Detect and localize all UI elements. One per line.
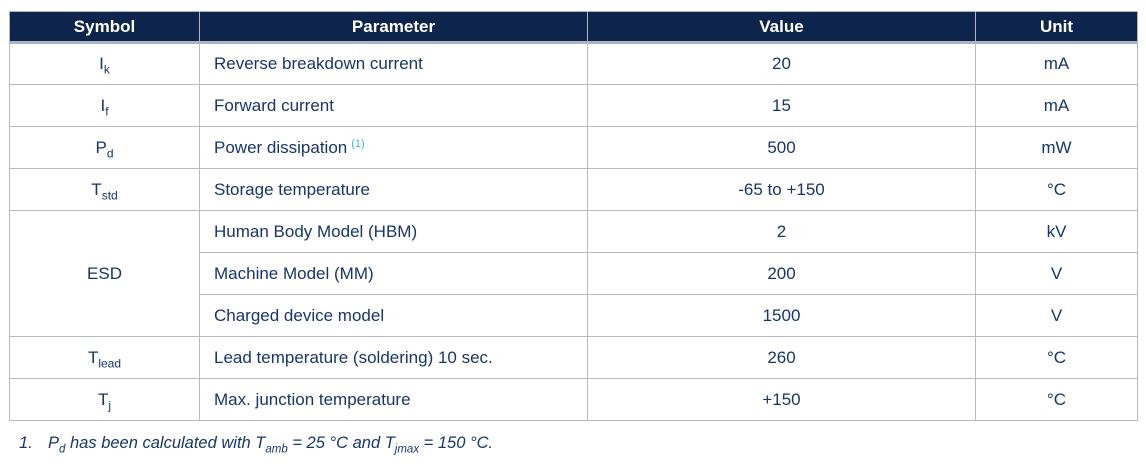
col-header-unit: Unit xyxy=(975,11,1138,44)
footnote: 1. Pd has been calculated with Tamb = 25… xyxy=(19,434,1137,456)
parameter-cell: Storage temperature xyxy=(199,168,588,211)
col-header-symbol: Symbol xyxy=(9,11,200,44)
parameter-cell: Charged device model xyxy=(199,294,588,337)
unit-cell: °C xyxy=(975,378,1138,421)
symbol-base: I xyxy=(100,95,106,115)
symbol-subscript: j xyxy=(108,397,112,412)
unit-cell: V xyxy=(975,294,1138,337)
parameter-cell: Human Body Model (HBM) xyxy=(199,210,588,253)
symbol-subscript: f xyxy=(105,103,109,118)
unit-cell: V xyxy=(975,252,1138,295)
symbol-subscript: k xyxy=(103,62,110,77)
unit-cell: mA xyxy=(975,42,1138,85)
symbol-cell: Pd xyxy=(9,126,200,169)
footnote-segment: = 25 °C and T xyxy=(287,434,395,452)
footnote-segment: has been calculated with T xyxy=(65,434,266,452)
unit-cell: °C xyxy=(975,168,1138,211)
symbol-cell: Tlead xyxy=(9,336,200,379)
symbol-base: T xyxy=(87,347,99,367)
parameter-cell: Max. junction temperature xyxy=(199,378,588,421)
footnote-segment: = 150 °C. xyxy=(419,434,494,452)
table-row: Tlead Lead temperature (soldering) 10 se… xyxy=(9,336,1138,379)
parameter-cell: Power dissipation (1) xyxy=(199,126,588,169)
col-header-value: Value xyxy=(587,11,976,44)
footnote-subscript: amb xyxy=(265,443,288,456)
parameter-cell: Machine Model (MM) xyxy=(199,252,588,295)
footnote-text: Pd has been calculated with Tamb = 25 °C… xyxy=(48,434,494,456)
footnote-number: 1. xyxy=(19,434,33,452)
value-cell: 2 xyxy=(587,210,976,253)
value-cell: 15 xyxy=(587,84,976,127)
parameter-cell: Forward current xyxy=(199,84,588,127)
footnote-segment: P xyxy=(48,434,60,452)
symbol-base: P xyxy=(95,137,107,157)
symbol-cell: Ik xyxy=(9,42,200,85)
table-row: Tstd Storage temperature -65 to +150 °C xyxy=(9,168,1138,211)
header-row: Symbol Parameter Value Unit xyxy=(9,11,1138,44)
symbol-subscript: d xyxy=(106,145,114,160)
value-cell: -65 to +150 xyxy=(587,168,976,211)
symbol-cell: Tstd xyxy=(9,168,200,211)
value-cell: 500 xyxy=(587,126,976,169)
table-row: Pd Power dissipation (1) 500 mW xyxy=(9,126,1138,169)
footnote-reference-link[interactable]: (1) xyxy=(351,137,365,150)
table-row: Tj Max. junction temperature +150 °C xyxy=(9,378,1138,421)
symbol-cell: If xyxy=(9,84,200,127)
ratings-table: Symbol Parameter Value Unit Ik Reverse b… xyxy=(9,11,1138,421)
value-cell: +150 xyxy=(587,378,976,421)
symbol-subscript: lead xyxy=(98,355,122,370)
unit-cell: kV xyxy=(975,210,1138,253)
unit-cell: mA xyxy=(975,84,1138,127)
symbol-base: I xyxy=(99,54,104,73)
symbol-base: T xyxy=(97,389,109,409)
table-row: Ik Reverse breakdown current 20 mA xyxy=(9,42,1138,85)
unit-cell: °C xyxy=(975,336,1138,379)
footnote-subscript: jmax xyxy=(394,443,420,456)
value-cell: 200 xyxy=(587,252,976,295)
table-row: Charged device model 1500 V xyxy=(10,294,1138,337)
value-cell: 260 xyxy=(587,336,976,379)
col-header-parameter: Parameter xyxy=(199,11,588,44)
symbol-cell: Tj xyxy=(9,378,200,421)
symbol-subscript: std xyxy=(101,187,118,202)
parameter-cell: Reverse breakdown current xyxy=(199,42,588,85)
parameter-cell: Lead temperature (soldering) 10 sec. xyxy=(199,336,588,379)
table-row: If Forward current 15 mA xyxy=(9,84,1138,127)
symbol-base: T xyxy=(91,179,102,199)
value-cell: 1500 xyxy=(587,294,976,337)
table-row: ESD Human Body Model (HBM) 2 kV xyxy=(9,210,1138,337)
value-cell: 20 xyxy=(587,42,976,85)
page: Symbol Parameter Value Unit Ik Reverse b… xyxy=(9,11,1138,456)
unit-cell: mW xyxy=(975,126,1138,169)
symbol-cell-esd: ESD xyxy=(9,210,200,337)
footnote-subscript: d xyxy=(59,443,66,456)
parameter-text: Power dissipation xyxy=(214,137,348,157)
